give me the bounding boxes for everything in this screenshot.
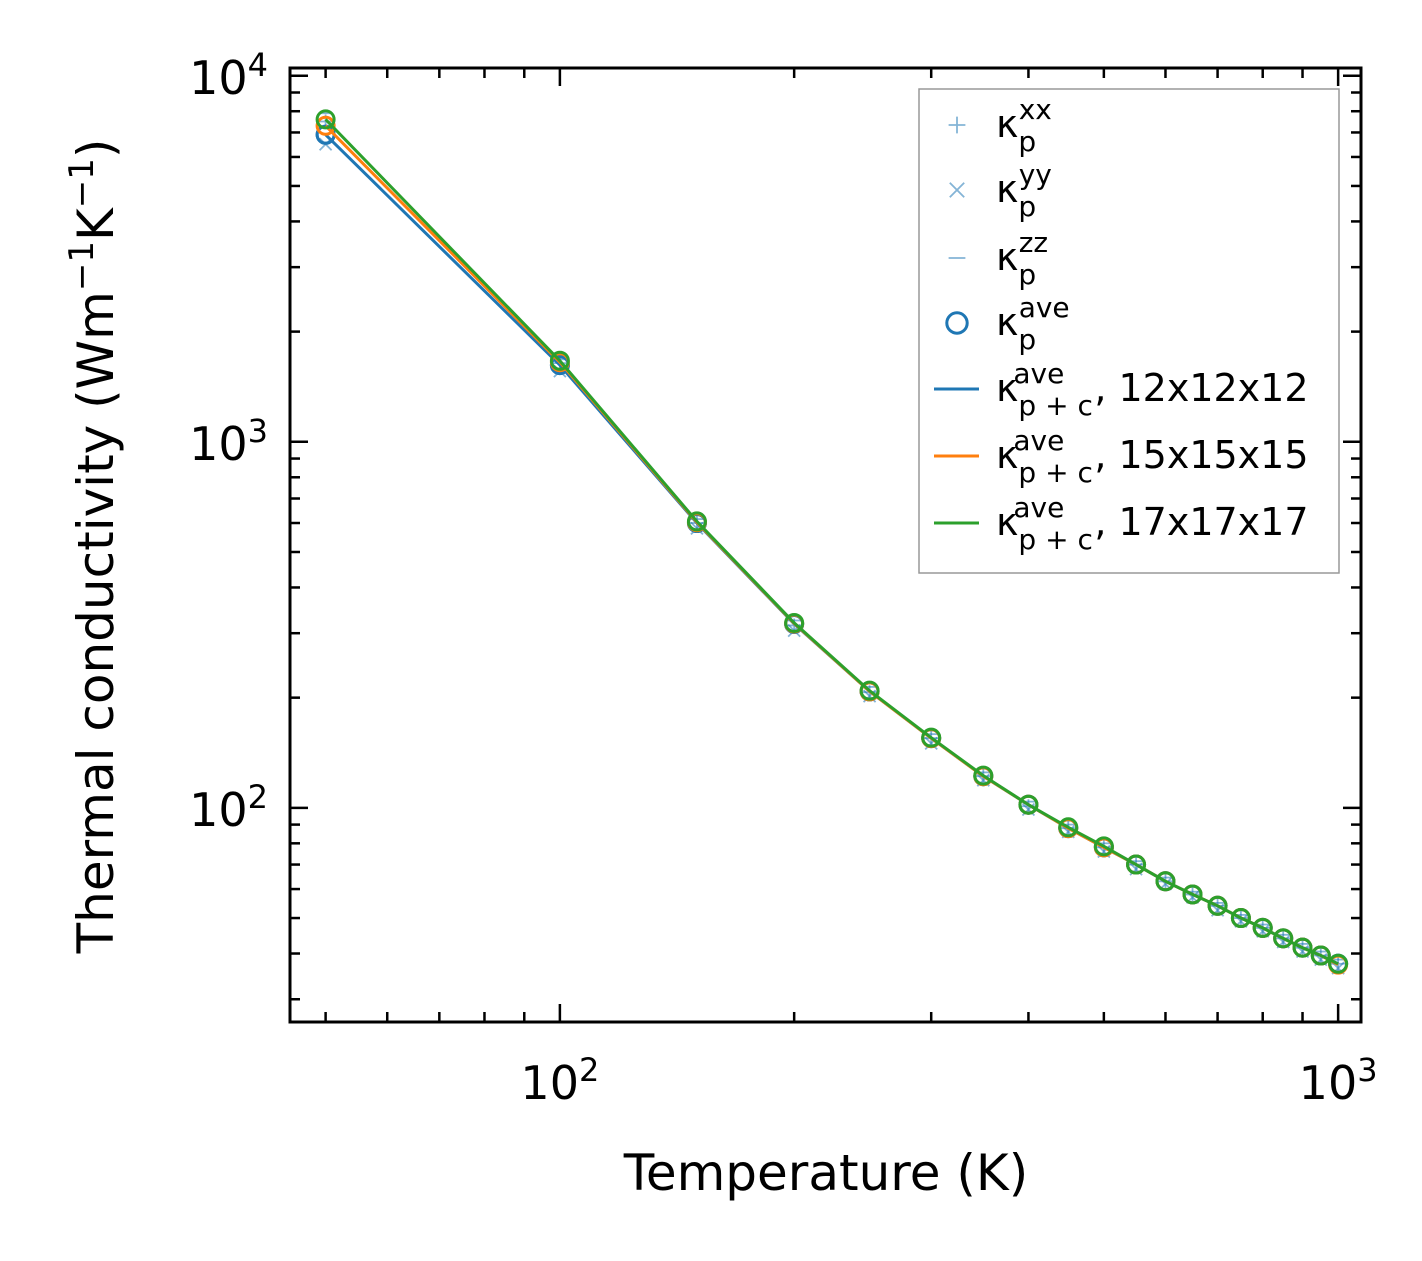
legend-label: κpyy <box>996 158 1052 223</box>
legend-subscript: p <box>1018 125 1036 158</box>
y-tick-label-base: 10 <box>189 417 248 471</box>
y-tick-label-exp: 2 <box>248 778 268 816</box>
point-17x17x17 <box>1328 953 1349 974</box>
point-17x17x17 <box>1155 871 1176 892</box>
y-tick-label: 102 <box>189 778 268 837</box>
legend-symbol: κ <box>996 433 1018 477</box>
legend-label: κpave <box>996 291 1070 356</box>
legend-superscript: xx <box>1019 93 1052 126</box>
legend-superscript: ave <box>1013 424 1064 457</box>
point-17x17x17 <box>784 612 805 633</box>
legend-label: κp + cave , 12x12x12 <box>996 357 1309 422</box>
legend-entry: κpxx <box>948 93 1052 158</box>
y-axis-label: Thermal conductivity (Wm−1K−1) <box>62 139 125 955</box>
legend-symbol: κ <box>996 167 1018 211</box>
point-17x17x17 <box>1207 895 1228 916</box>
point-17x17x17 <box>1058 817 1079 838</box>
y-tick-label-exp: 4 <box>248 46 268 84</box>
x-tick-label: 102 <box>520 1051 599 1110</box>
legend-suffix: , 12x12x12 <box>1094 366 1308 410</box>
axes-frame <box>288 66 1363 1024</box>
line-17x17x17 <box>324 118 1339 966</box>
point-17x17x17 <box>1018 794 1039 815</box>
legend-marker-swatch <box>948 116 966 134</box>
legend-subscript: p <box>1018 190 1036 223</box>
y-tick-label: 103 <box>189 412 268 471</box>
legend-label: κp + cave , 17x17x17 <box>996 491 1309 556</box>
legend-entry: κp + cave , 17x17x17 <box>934 491 1309 556</box>
point-17x17x17 <box>1292 937 1313 958</box>
legend-label: κp + cave , 15x15x15 <box>996 424 1309 489</box>
y-tick-label: 104 <box>189 46 268 105</box>
legend-entry: κp + cave , 12x12x12 <box>934 357 1309 422</box>
point-17x17x17 <box>686 511 707 532</box>
point-17x17x17 <box>921 727 942 748</box>
legend-entry: κpave <box>945 291 1070 356</box>
x-tick-label-exp: 3 <box>1357 1051 1377 1089</box>
point-17x17x17 <box>549 350 570 371</box>
legend-symbol: κ <box>996 235 1018 279</box>
point-17x17x17 <box>315 109 336 130</box>
legend-entry: κpyy <box>949 158 1052 223</box>
legend-symbol: κ <box>996 102 1018 146</box>
legend-superscript: ave <box>1019 291 1070 324</box>
x-tick-label: 103 <box>1299 1051 1378 1110</box>
point-17x17x17 <box>859 680 880 701</box>
legend-label: κpzz <box>996 226 1048 291</box>
point-17x17x17 <box>1126 854 1147 875</box>
x-axis-label: Temperature (K) <box>623 1144 1028 1202</box>
legend-superscript: zz <box>1019 226 1048 259</box>
legend-marker-swatch <box>945 311 969 335</box>
legend-marker-swatch <box>949 182 965 198</box>
legend-superscript: yy <box>1019 158 1052 191</box>
legend-entry: κpzz <box>948 226 1048 291</box>
legend-symbol: κ <box>996 500 1018 544</box>
series-17x17x17 <box>315 109 1349 974</box>
legend-label: κpxx <box>996 93 1052 158</box>
y-tick-label-base: 10 <box>189 51 248 105</box>
legend-subscript: p + c <box>1018 389 1092 422</box>
legend-symbol: κ <box>996 300 1018 344</box>
point-17x17x17 <box>973 765 994 786</box>
point-17x17x17 <box>1093 836 1114 857</box>
legend-superscript: ave <box>1013 357 1064 390</box>
legend-suffix: , 15x15x15 <box>1094 433 1308 477</box>
point-17x17x17 <box>1273 928 1294 949</box>
point-17x17x17 <box>1252 917 1273 938</box>
x-tick-label-exp: 2 <box>579 1051 599 1089</box>
axis-ticks <box>290 68 1361 1022</box>
y-tick-label-exp: 3 <box>248 412 268 450</box>
data-lines <box>315 109 1349 975</box>
point-17x17x17 <box>1182 884 1203 905</box>
legend-box <box>918 88 1340 574</box>
legend-subscript: p + c <box>1018 523 1092 556</box>
legend-subscript: p + c <box>1018 456 1092 489</box>
x-tick-label-base: 10 <box>1299 1056 1358 1110</box>
x-tick-label-base: 10 <box>520 1056 579 1110</box>
point-15x15x15 <box>315 115 336 136</box>
legend-superscript: ave <box>1013 491 1064 524</box>
legend-subscript: p <box>1018 323 1036 356</box>
point-17x17x17 <box>1230 908 1251 929</box>
legend-entry: κp + cave , 15x15x15 <box>934 424 1309 489</box>
legend-symbol: κ <box>996 366 1018 410</box>
y-tick-label-base: 10 <box>189 783 248 837</box>
legend-suffix: , 17x17x17 <box>1094 500 1308 544</box>
point-17x17x17 <box>1310 945 1331 966</box>
legend-subscript: p <box>1018 258 1036 291</box>
